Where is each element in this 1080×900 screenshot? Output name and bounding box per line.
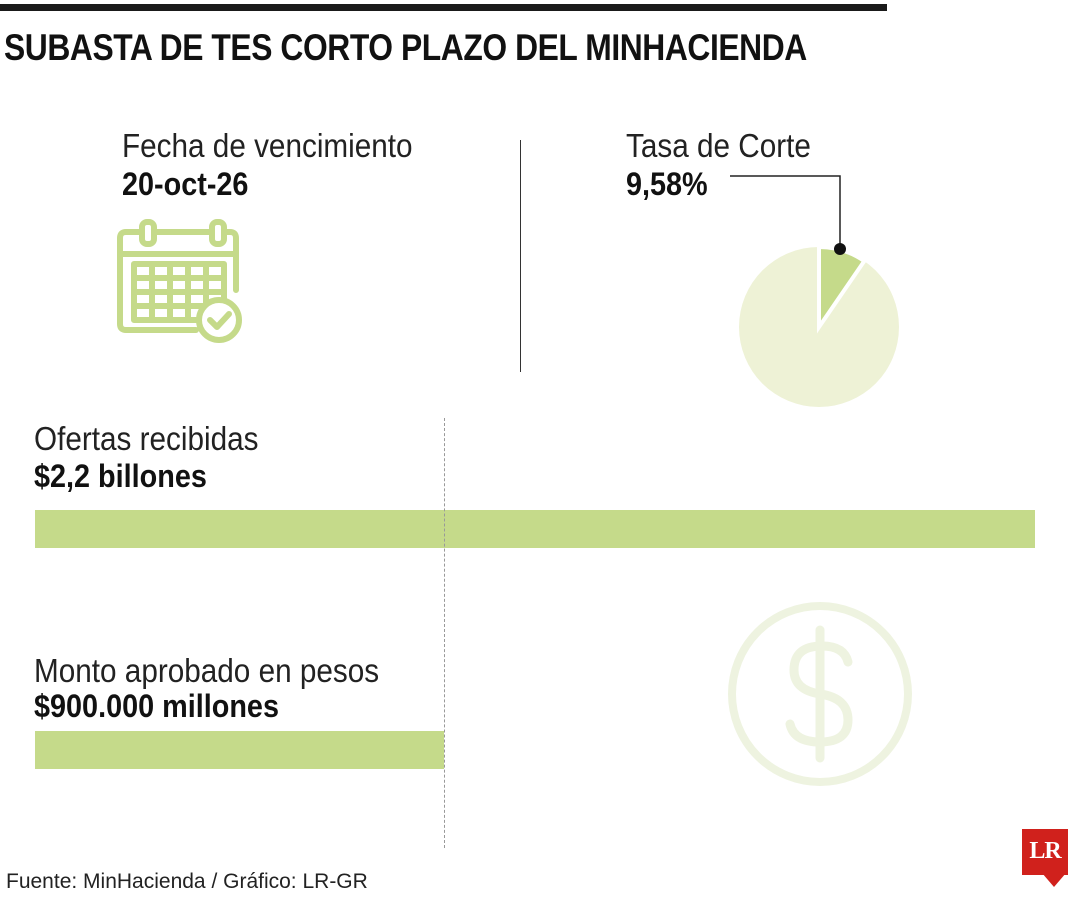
section-divider bbox=[520, 140, 521, 372]
maturity-value: 20-oct-26 bbox=[122, 166, 249, 202]
cutoff-rate-value: 9,58% bbox=[626, 166, 708, 202]
maturity-label: Fecha de vencimiento bbox=[122, 127, 413, 164]
calendar-check-icon bbox=[117, 219, 242, 343]
bar-approved bbox=[35, 731, 445, 769]
lr-logo-text: LR bbox=[1029, 838, 1061, 864]
cutoff-rate-pie-chart bbox=[730, 175, 899, 407]
lr-logo: LR bbox=[1022, 829, 1068, 887]
pie-leader-dot bbox=[834, 243, 846, 255]
offers-value: $2,2 billones bbox=[34, 458, 207, 494]
approved-value: $900.000 millones bbox=[34, 688, 279, 724]
reference-dashed-line bbox=[444, 418, 445, 848]
dollar-sign-icon bbox=[728, 602, 912, 786]
offers-label: Ofertas recibidas bbox=[34, 420, 259, 457]
pie-leader-line bbox=[730, 175, 841, 250]
page-title: SUBASTA DE TES CORTO PLAZO DEL MINHACIEN… bbox=[4, 27, 807, 68]
source-note: Fuente: MinHacienda / Gráfico: LR-GR bbox=[6, 870, 368, 893]
cutoff-rate-label: Tasa de Corte bbox=[626, 127, 811, 164]
top-rule bbox=[0, 4, 887, 11]
approved-label: Monto aprobado en pesos bbox=[34, 652, 380, 689]
bar-offers bbox=[35, 510, 1035, 548]
